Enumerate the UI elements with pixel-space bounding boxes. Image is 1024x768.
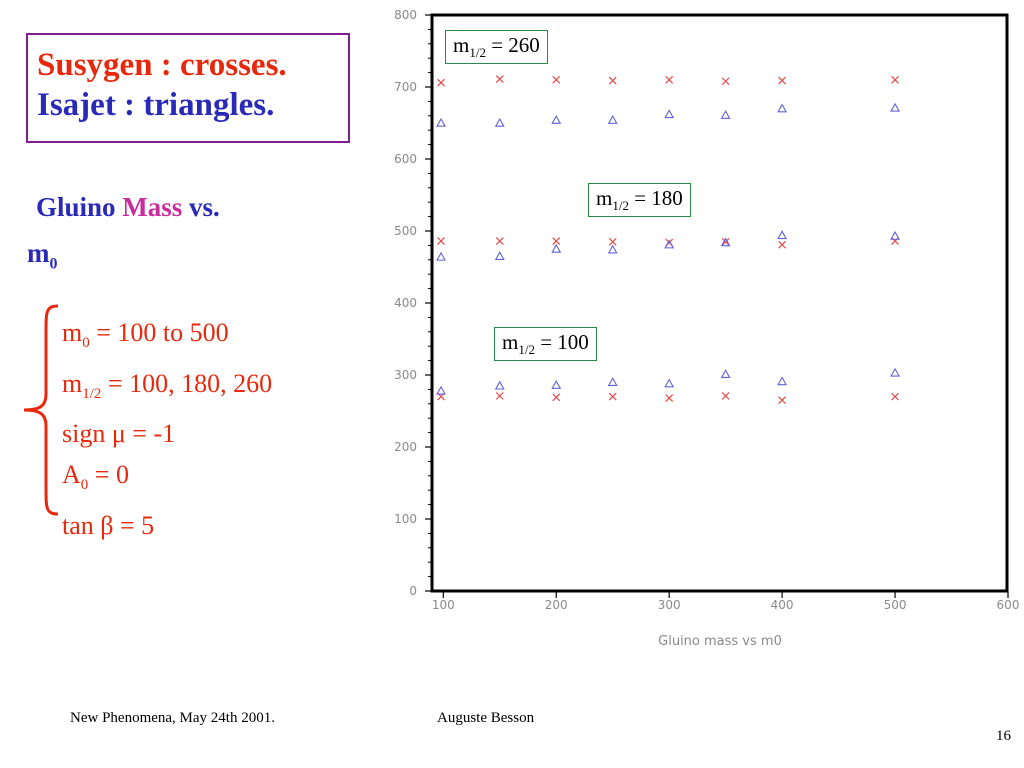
triangle-marker xyxy=(607,244,618,254)
cross-marker xyxy=(721,391,730,400)
cross-marker xyxy=(495,391,504,400)
y-tick-label: 800 xyxy=(394,8,417,22)
x-tick-label: 200 xyxy=(545,598,568,612)
triangle-marker xyxy=(664,378,675,388)
data-marks xyxy=(436,75,900,405)
triangle-marker xyxy=(551,379,562,389)
y-tick-label: 0 xyxy=(409,584,417,598)
cross-marker xyxy=(778,396,787,405)
cross-marker xyxy=(495,237,504,246)
annotation-mhalf-100: m1/2 = 100 xyxy=(494,327,597,362)
cross-marker xyxy=(552,393,561,402)
cross-marker xyxy=(608,392,617,401)
triangle-marker xyxy=(436,117,446,127)
param-a0: A0 = 0 xyxy=(62,459,129,494)
subtitle-mass: Mass xyxy=(122,192,183,222)
y-tick-label: 300 xyxy=(394,368,417,382)
cross-marker xyxy=(495,75,504,84)
cross-marker xyxy=(552,75,561,84)
triangle-marker xyxy=(720,369,731,379)
triangle-marker xyxy=(607,377,618,386)
triangle-marker xyxy=(890,230,900,240)
cross-marker xyxy=(721,237,730,246)
footer-author: Auguste Besson xyxy=(437,710,535,726)
y-tick-label: 600 xyxy=(394,152,417,166)
cross-marker xyxy=(721,77,730,86)
y-tick-label: 100 xyxy=(394,512,417,526)
legend-isajet: Isajet : triangles. xyxy=(37,87,275,123)
y-tick-label: 500 xyxy=(394,224,417,238)
triangle-marker xyxy=(890,367,900,377)
x-tick-label: 500 xyxy=(884,598,907,612)
cross-marker xyxy=(552,237,561,246)
y-tick-label: 700 xyxy=(394,80,417,94)
plot-frame xyxy=(430,13,1009,593)
triangle-marker xyxy=(436,385,446,395)
triangle-marker xyxy=(777,376,788,386)
triangle-marker xyxy=(664,109,675,119)
legend-susygen: Susygen : crosses. xyxy=(37,47,287,83)
cross-marker xyxy=(778,240,787,249)
footer-event: New Phenomena, May 24th 2001. xyxy=(70,710,275,726)
triangle-marker xyxy=(777,230,788,240)
triangle-marker xyxy=(720,237,731,247)
cross-marker xyxy=(665,394,674,402)
triangle-marker xyxy=(436,251,446,261)
cross-marker xyxy=(608,76,617,85)
x-tick-label: 300 xyxy=(658,598,681,612)
x-tick-label: 400 xyxy=(771,598,794,612)
cross-marker xyxy=(778,76,787,85)
x-axis-label: Gluino mass vs m0 xyxy=(658,634,782,649)
triangle-marker xyxy=(607,114,618,124)
y-tick-label: 400 xyxy=(394,296,417,310)
triangle-marker xyxy=(551,114,562,124)
triangle-marker xyxy=(494,380,505,390)
page-number: 16 xyxy=(996,728,1011,744)
subtitle-m0-base: m xyxy=(27,238,50,268)
x-tick-label: 600 xyxy=(997,598,1020,612)
subtitle-m0-sub: 0 xyxy=(49,255,58,273)
cross-marker xyxy=(665,75,674,84)
cross-marker xyxy=(891,237,899,246)
triangle-marker xyxy=(494,117,505,127)
cross-marker xyxy=(437,237,445,246)
param-m0: m0 = 100 to 500 xyxy=(62,318,229,352)
subtitle-m0: m0 xyxy=(27,238,58,273)
y-tick-label: 200 xyxy=(394,440,417,454)
cross-marker xyxy=(891,75,899,84)
subtitle: Gluino Mass vs. xyxy=(36,192,220,223)
subtitle-gluino: Gluino xyxy=(36,192,123,222)
cross-marker xyxy=(437,78,445,87)
cross-marker xyxy=(891,392,899,401)
triangle-marker xyxy=(664,239,675,249)
triangle-marker xyxy=(890,102,900,112)
parameter-list: m0 = 100 to 500 m1/2 = 100, 180, 260 sig… xyxy=(62,313,272,546)
annotation-mhalf-260: m1/2 = 260 xyxy=(445,30,548,65)
triangle-marker xyxy=(720,109,731,119)
triangle-marker xyxy=(551,243,562,253)
triangle-marker xyxy=(777,103,788,113)
param-tan-beta: tan β = 5 xyxy=(62,510,155,540)
param-sign-mu: sign μ = -1 xyxy=(62,419,176,449)
axis-ticks: 0 100 200 300 400 500 600 700 800 100 200 300 400 500… xyxy=(394,8,1019,612)
cross-marker xyxy=(608,237,617,246)
triangle-marker xyxy=(494,251,505,260)
legend-box: Susygen : crosses. Isajet : triangles. xyxy=(26,33,350,143)
annotation-mhalf-180: m1/2 = 180 xyxy=(588,183,691,218)
param-mhalf: m1/2 = 100, 180, 260 xyxy=(62,368,273,402)
left-brace xyxy=(23,304,59,516)
x-tick-label: 100 xyxy=(432,598,455,612)
subtitle-vs: vs. xyxy=(182,192,220,222)
